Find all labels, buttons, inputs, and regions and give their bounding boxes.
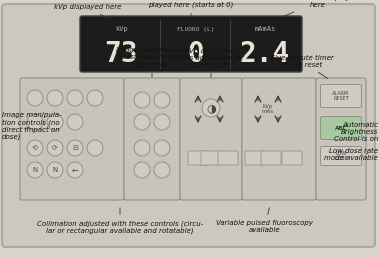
Circle shape [154, 92, 170, 108]
Text: ALARM
RESET: ALARM RESET [332, 91, 350, 102]
Circle shape [67, 162, 83, 178]
Circle shape [87, 90, 103, 106]
Text: Collimation adjusted with these controls (circu-
lar or rectangular available an: Collimation adjusted with these controls… [37, 208, 203, 234]
Text: Five-minute timer
alarm reset: Five-minute timer alarm reset [271, 55, 333, 78]
FancyBboxPatch shape [20, 78, 124, 200]
FancyBboxPatch shape [320, 116, 361, 140]
FancyBboxPatch shape [218, 151, 238, 165]
Circle shape [134, 92, 150, 108]
Circle shape [87, 140, 103, 156]
Text: kVp: kVp [115, 26, 128, 32]
Text: 2.4: 2.4 [240, 40, 290, 68]
FancyBboxPatch shape [201, 151, 221, 165]
Circle shape [47, 162, 63, 178]
Text: kVp
mAs: kVp mAs [262, 104, 274, 114]
Text: kVp displayed here: kVp displayed here [54, 4, 122, 19]
Circle shape [27, 114, 43, 130]
Text: Low dose rate
mode available: Low dose rate mode available [324, 148, 378, 161]
Text: N: N [32, 167, 38, 173]
Circle shape [134, 162, 150, 178]
Circle shape [27, 162, 43, 178]
Text: N: N [52, 167, 58, 173]
Text: ←: ← [71, 166, 79, 175]
Text: Automatic
Brightness
Control is on: Automatic Brightness Control is on [334, 122, 378, 142]
Circle shape [27, 90, 43, 106]
FancyBboxPatch shape [188, 151, 208, 165]
Text: kVp and mA or
mAs adjustable for
some modes: kVp and mA or mAs adjustable for some mo… [178, 48, 244, 77]
Text: Tube current displayed
here: Tube current displayed here [278, 0, 358, 17]
Circle shape [134, 140, 150, 156]
Circle shape [154, 162, 170, 178]
FancyBboxPatch shape [320, 146, 361, 166]
Text: ⟲: ⟲ [32, 145, 38, 151]
Circle shape [67, 114, 83, 130]
Circle shape [47, 114, 63, 130]
Circle shape [202, 99, 220, 117]
Text: LOW
DOSE: LOW DOSE [334, 151, 348, 161]
Text: ⊟: ⊟ [72, 145, 78, 151]
Circle shape [27, 140, 43, 156]
Circle shape [154, 114, 170, 130]
Text: 73: 73 [105, 40, 138, 68]
Circle shape [67, 140, 83, 156]
Text: FLUORO (L): FLUORO (L) [177, 26, 214, 32]
Text: Image Magnification
(least magnification
selected): Image Magnification (least magnification… [116, 47, 188, 77]
Text: ◑: ◑ [206, 103, 216, 113]
Text: ABC: ABC [335, 125, 347, 131]
FancyBboxPatch shape [320, 85, 361, 107]
FancyBboxPatch shape [80, 16, 302, 72]
Text: mAmAs: mAmAs [255, 26, 276, 32]
Circle shape [67, 90, 83, 106]
Text: Image manipula-
tion controls (no
direct impact on
dose): Image manipula- tion controls (no direct… [2, 112, 62, 140]
FancyBboxPatch shape [245, 151, 265, 165]
FancyBboxPatch shape [316, 78, 366, 200]
Text: Fluoroscopy on-time dis-
played here (starts at 0): Fluoroscopy on-time dis- played here (st… [148, 0, 234, 15]
FancyBboxPatch shape [2, 4, 375, 247]
Text: 0: 0 [187, 40, 204, 68]
FancyBboxPatch shape [180, 78, 242, 200]
Text: ⟳: ⟳ [52, 145, 58, 151]
FancyBboxPatch shape [242, 78, 316, 200]
Circle shape [47, 140, 63, 156]
Text: Variable pulsed fluoroscopy
available: Variable pulsed fluoroscopy available [217, 208, 314, 233]
FancyBboxPatch shape [261, 151, 281, 165]
FancyBboxPatch shape [124, 78, 180, 200]
Circle shape [134, 114, 150, 130]
FancyBboxPatch shape [282, 151, 302, 165]
Circle shape [154, 140, 170, 156]
Circle shape [47, 90, 63, 106]
